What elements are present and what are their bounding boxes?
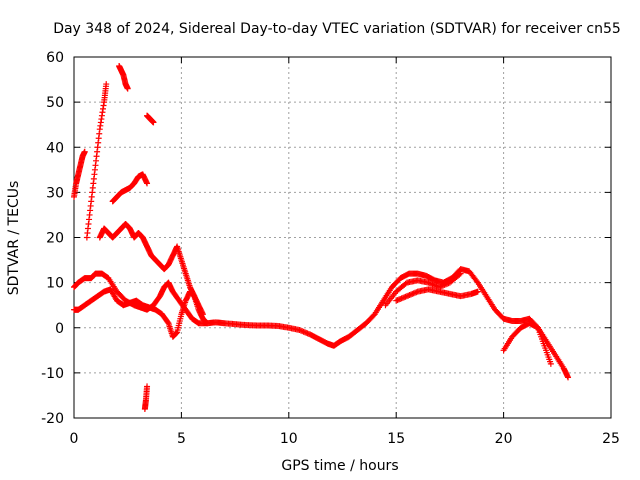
y-tick-label: 10 xyxy=(46,276,64,292)
axis-ticks: 0 5 10 15 20 25 -20 -10 0 10 20 30 40 50 60 xyxy=(41,50,620,447)
x-tick-label: 15 xyxy=(387,431,405,447)
data-point xyxy=(204,320,211,327)
series-evening-hump xyxy=(382,270,464,309)
data-point xyxy=(81,148,88,155)
data-point xyxy=(103,81,110,88)
series-main xyxy=(71,266,572,381)
data-point xyxy=(150,119,157,126)
y-tick-label: 60 xyxy=(46,50,64,66)
chart-title: Day 348 of 2024, Sidereal Day-to-day VTE… xyxy=(53,21,621,37)
data-point xyxy=(547,360,554,367)
x-axis-label: GPS time / hours xyxy=(281,458,398,474)
data-point xyxy=(164,319,171,326)
y-tick-label: 50 xyxy=(46,95,64,111)
data-point xyxy=(456,271,463,278)
x-tick-label: 5 xyxy=(177,431,186,447)
series-late-branch xyxy=(500,320,554,367)
x-tick-label: 25 xyxy=(602,431,620,447)
data-point xyxy=(144,180,151,187)
series-arc-high xyxy=(144,112,157,126)
data-point xyxy=(199,311,206,318)
y-tick-label: 30 xyxy=(46,185,64,201)
data-point xyxy=(144,383,151,390)
data-point xyxy=(474,288,481,295)
y-tick-label: 40 xyxy=(46,140,64,156)
series-rise-3 xyxy=(116,63,131,92)
y-tick-label: -20 xyxy=(41,411,64,427)
data-marks xyxy=(71,63,572,412)
y-tick-label: -10 xyxy=(41,366,64,382)
y-tick-label: 20 xyxy=(46,231,64,247)
series-drop-low xyxy=(141,383,151,412)
y-axis-label: SDTVAR / TECUs xyxy=(6,181,22,296)
series-rise-2 xyxy=(83,81,110,241)
x-tick-label: 10 xyxy=(280,431,298,447)
data-point xyxy=(457,270,464,277)
series-rise-1 xyxy=(71,148,88,200)
x-tick-label: 20 xyxy=(495,431,513,447)
grid xyxy=(74,57,611,418)
series-evening-branch xyxy=(393,286,481,304)
y-tick-label: 0 xyxy=(55,321,64,337)
series-upper-track xyxy=(109,171,151,205)
data-point xyxy=(124,85,131,92)
x-tick-label: 0 xyxy=(70,431,79,447)
data-point xyxy=(565,374,572,381)
series-mid-track xyxy=(96,220,206,318)
